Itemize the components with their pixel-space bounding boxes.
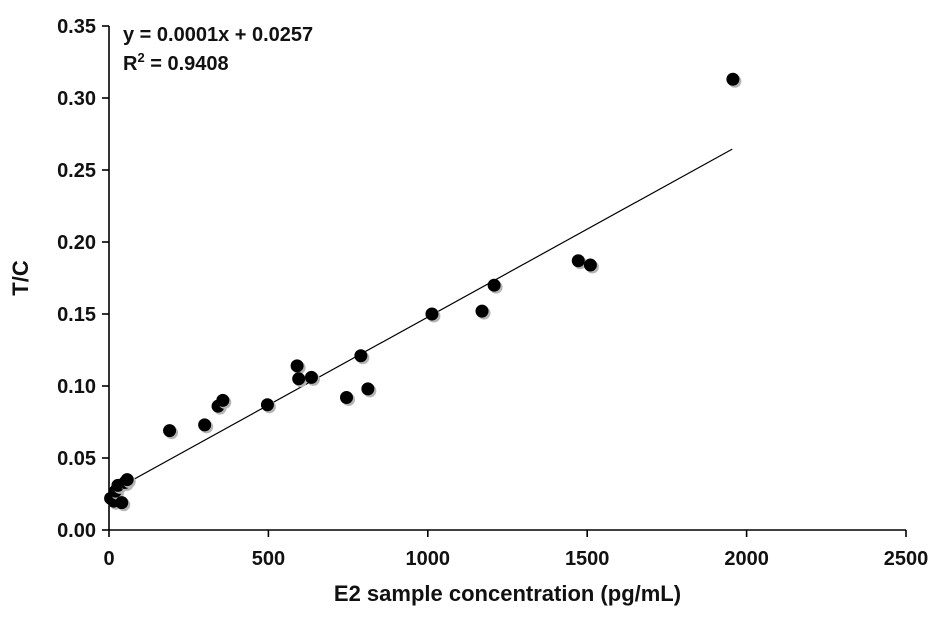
y-ticks: 0.00 0.05 0.10 0.15 0.20 0.25 0.30 0.35 <box>57 16 109 542</box>
data-point <box>163 424 177 438</box>
r-squared-value: = 0.9408 <box>145 53 229 75</box>
linear-trendline <box>108 148 733 494</box>
y-tick-label: 0.05 <box>57 448 96 470</box>
y-tick-label: 0.15 <box>57 304 96 326</box>
y-tick-label: 0.35 <box>57 16 96 38</box>
y-tick-label: 0.10 <box>57 376 96 398</box>
data-point <box>216 393 230 407</box>
x-tick-label: 1500 <box>565 548 610 570</box>
y-tick-label: 0.00 <box>57 520 96 542</box>
data-point <box>120 473 134 487</box>
data-points <box>104 72 742 512</box>
data-point <box>475 304 489 318</box>
y-axis-title: T/C <box>8 260 33 296</box>
data-point <box>487 278 501 292</box>
data-point <box>304 370 318 384</box>
regression-equation: y = 0.0001x + 0.0257 <box>123 24 313 46</box>
trendline-group <box>108 148 733 494</box>
r-squared-label: R2 = 0.9408 <box>123 50 229 75</box>
data-point <box>425 307 439 321</box>
r-squared-superscript: 2 <box>137 50 144 65</box>
data-point <box>726 72 740 86</box>
x-tick-label: 0 <box>103 548 114 570</box>
data-point <box>361 382 375 396</box>
data-point <box>583 258 597 272</box>
axes <box>108 26 906 531</box>
x-tick-label: 2500 <box>884 548 929 570</box>
data-point <box>571 254 585 268</box>
x-tick-label: 1000 <box>406 548 451 570</box>
data-point <box>198 418 212 432</box>
y-tick-label: 0.20 <box>57 232 96 254</box>
x-tick-label: 500 <box>252 548 285 570</box>
x-axis-title: E2 sample concentration (pg/mL) <box>334 581 681 606</box>
x-ticks: 0 500 1000 1500 2000 2500 <box>103 530 928 570</box>
y-tick-label: 0.25 <box>57 160 96 182</box>
data-point <box>290 359 304 373</box>
data-point <box>340 391 354 405</box>
data-point <box>115 496 129 510</box>
data-point <box>354 349 368 363</box>
r-squared-prefix: R <box>123 53 138 75</box>
data-point <box>260 398 274 412</box>
x-tick-label: 2000 <box>724 548 769 570</box>
y-tick-label: 0.30 <box>57 88 96 110</box>
data-point <box>292 372 306 386</box>
